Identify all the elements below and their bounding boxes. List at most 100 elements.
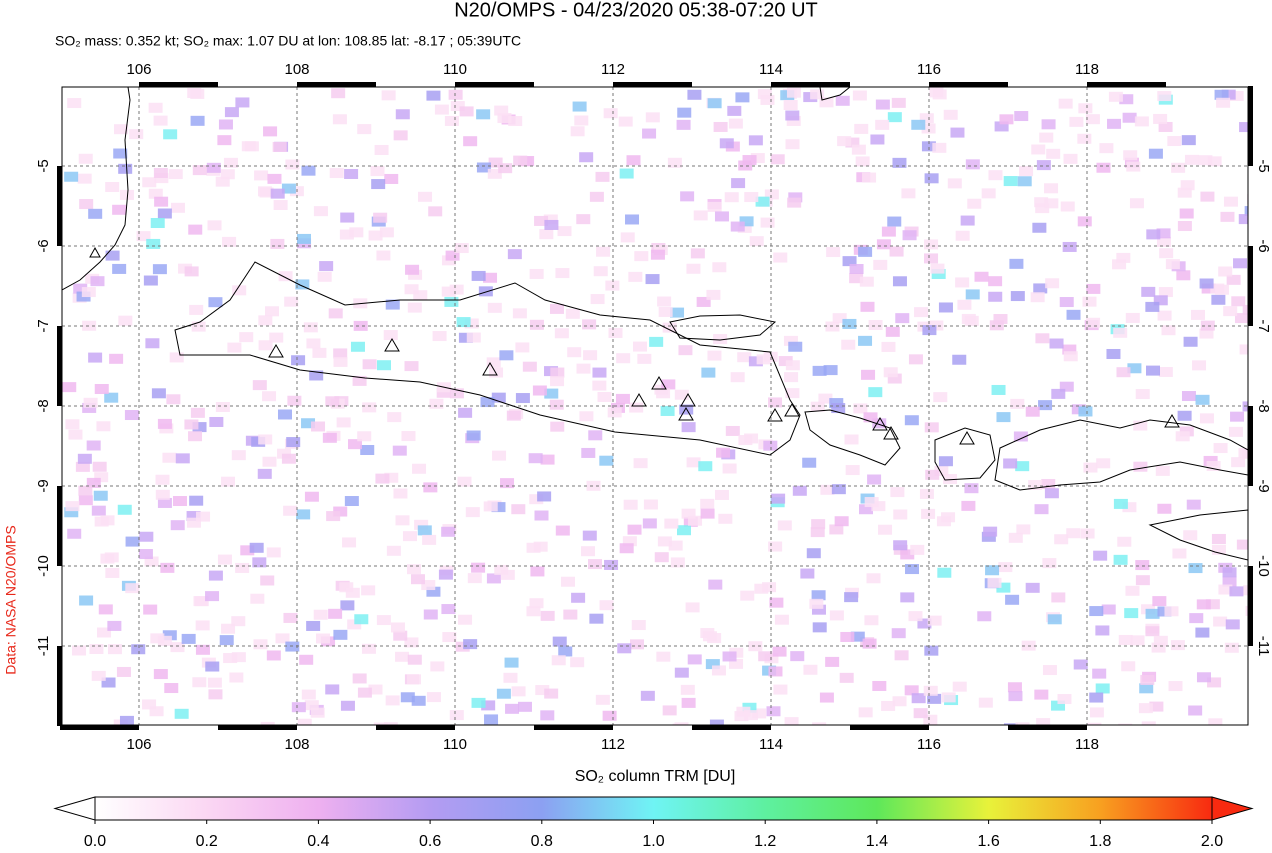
so2-pixel [1175,431,1190,442]
colorbar-tick-label: 0.2 [196,833,218,850]
lon-label-bottom: 118 [1075,736,1099,753]
so2-pixel [662,705,677,716]
so2-pixel [392,445,407,456]
so2-pixel [640,690,655,701]
so2-pixel [231,616,246,627]
so2-pixel [961,313,976,324]
so2-pixel [974,271,989,282]
so2-pixel [632,341,647,352]
so2-pixel [64,171,79,182]
lat-label-left: -8 [35,399,52,412]
so2-pixel [1025,582,1040,593]
so2-pixel [186,511,201,522]
so2-pixel [1117,536,1132,547]
so2-pixel [155,474,170,485]
so2-pixel [252,557,267,568]
frame-bar [771,82,850,87]
so2-pixel [273,200,288,211]
so2-pixel [961,500,976,511]
so2-pixel [922,325,937,336]
so2-pixel [322,432,337,443]
so2-pixel [172,496,187,507]
so2-pixel [831,403,846,414]
so2-pixel [1176,270,1191,281]
so2-pixel [1099,143,1114,154]
so2-pixel [664,518,679,529]
so2-pixel [1044,488,1059,499]
so2-pixel [867,474,882,485]
so2-pixel [164,683,179,694]
so2-pixel [729,658,744,669]
colorbar-tick-label: 0.8 [531,833,553,850]
so2-pixel [208,689,223,700]
so2-pixel [62,382,77,393]
so2-pixel [1054,534,1069,545]
so2-pixel [687,89,702,100]
so2-pixel [1013,431,1028,442]
so2-pixel [105,250,120,261]
so2-pixel [291,355,306,366]
so2-pixel [1207,677,1222,688]
so2-pixel [266,650,281,661]
so2-pixel [421,580,436,591]
lon-label-bottom: 116 [917,736,941,753]
so2-pixel [1028,480,1043,491]
so2-pixel [744,192,759,203]
so2-pixel [1183,336,1198,347]
so2-pixel [500,478,515,489]
so2-pixel [497,113,512,124]
so2-pixel [162,452,177,463]
so2-pixel [802,457,817,468]
so2-pixel [1190,309,1205,320]
so2-pixel [645,274,660,285]
so2-pixel [188,431,203,442]
so2-pixel [484,714,499,725]
so2-pixel [478,286,493,297]
so2-pixel [384,173,399,184]
so2-pixel [902,230,917,241]
so2-pixel [977,611,992,622]
so2-pixel [965,159,980,170]
so2-pixel [832,313,847,324]
so2-pixel [999,114,1014,125]
so2-pixel [788,341,803,352]
so2-pixel [819,692,834,703]
so2-pixel [839,672,854,683]
so2-pixel [550,367,565,378]
so2-pixel [352,375,367,386]
so2-pixel [1049,338,1064,349]
so2-pixel [1138,703,1153,714]
so2-pixel [1089,692,1104,703]
so2-pixel [1157,310,1172,321]
so2-pixel [301,689,316,700]
so2-pixel [579,411,594,422]
so2-pixel [676,525,691,536]
so2-pixel [919,488,934,499]
so2-pixel [1077,133,1092,144]
so2-pixel [371,179,386,190]
colorbar-under-arrow [53,796,96,821]
so2-pixel [1062,344,1077,355]
so2-pixel [423,609,438,620]
so2-pixel [952,354,967,365]
so2-pixel [464,318,479,329]
so2-pixel [778,356,793,367]
so2-pixel [291,702,306,713]
so2-pixel [94,516,109,527]
colorbar-tick-label: 0.4 [307,833,329,850]
so2-pixel [328,308,343,319]
so2-pixel [1177,221,1192,232]
so2-pixel [241,141,256,152]
so2-pixel [1042,665,1057,676]
so2-pixel [738,435,753,446]
so2-pixel [1179,208,1194,219]
so2-pixel [332,114,347,125]
so2-pixel [515,393,530,404]
so2-pixel [1134,116,1149,127]
so2-pixel [785,139,800,150]
so2-pixel [486,357,501,368]
so2-pixel [169,352,184,363]
so2-pixel [157,497,172,508]
so2-pixel [690,248,705,259]
so2-pixel [354,614,369,625]
